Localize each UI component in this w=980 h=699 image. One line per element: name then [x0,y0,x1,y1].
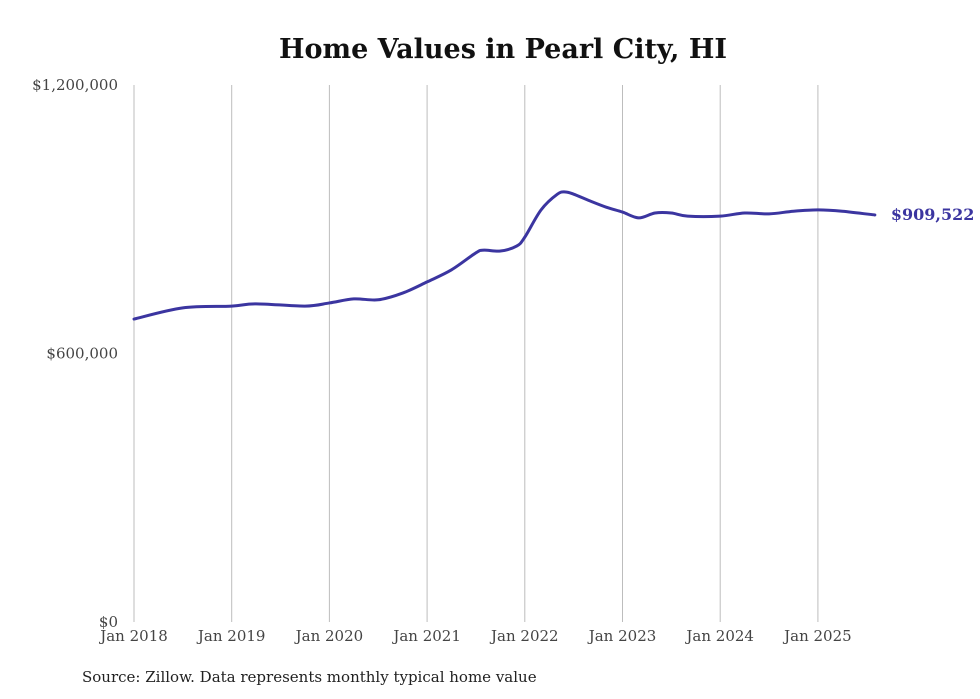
y-tick-label: $0 [99,613,118,631]
x-tick-label: Jan 2022 [489,627,559,645]
end-value-label: $909,522 [891,205,975,224]
x-tick-label: Jan 2024 [684,627,754,645]
y-tick-label: $600,000 [46,345,118,363]
x-tick-label: Jan 2021 [391,627,461,645]
y-tick-label: $1,200,000 [32,76,118,94]
x-tick-label: Jan 2019 [196,627,266,645]
x-tick-label: Jan 2025 [782,627,852,645]
series-line [132,190,877,321]
x-tick-label: Jan 2023 [587,627,657,645]
source-note: Source: Zillow. Data represents monthly … [82,668,537,686]
x-tick-label: Jan 2020 [294,627,364,645]
chart-title: Home Values in Pearl City, HI [279,34,727,65]
x-tick-label: Jan 2018 [98,627,168,645]
